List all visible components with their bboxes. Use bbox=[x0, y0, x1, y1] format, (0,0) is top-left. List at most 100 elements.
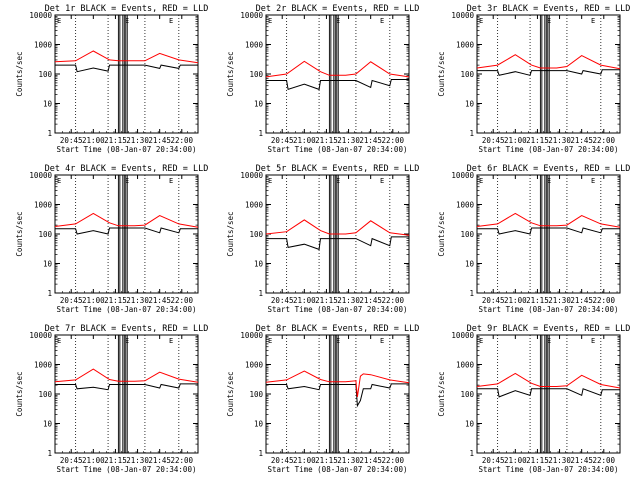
y-tick-label: 10000 bbox=[240, 11, 263, 20]
x-tick-label: 21:30 bbox=[548, 456, 571, 465]
y-tick-label: 10 bbox=[254, 100, 264, 109]
panel-title: Det 6r BLACK = Events, RED = LLD bbox=[467, 164, 631, 174]
x-axis-label: Start Time (08-Jan-07 20:34:00) bbox=[57, 465, 197, 474]
overlay-tick-label: E bbox=[336, 337, 340, 345]
series-line-lld bbox=[476, 212, 621, 228]
x-axis-label: Start Time (08-Jan-07 20:34:00) bbox=[57, 305, 197, 314]
y-tick-label: 10000 bbox=[29, 11, 52, 20]
x-tick-label: 20:45 bbox=[60, 296, 83, 305]
overlay-tick-label: E bbox=[479, 17, 483, 25]
overlay-tick-label: E bbox=[547, 337, 551, 345]
x-tick-label: 21:30 bbox=[548, 296, 571, 305]
y-tick-label: 10000 bbox=[29, 331, 52, 340]
panel-title: Det 9r BLACK = Events, RED = LLD bbox=[467, 324, 631, 334]
overlay-tick-label: E bbox=[479, 177, 483, 185]
y-tick-label: 100 bbox=[249, 390, 263, 399]
x-tick-label: 21:30 bbox=[126, 456, 149, 465]
x-tick-label: 21:00 bbox=[504, 296, 527, 305]
x-tick-label: 21:30 bbox=[337, 456, 360, 465]
panel-title: Det 3r BLACK = Events, RED = LLD bbox=[467, 4, 631, 14]
y-tick-label: 1000 bbox=[245, 201, 264, 210]
y-axis-label: Counts/sec bbox=[226, 371, 235, 416]
x-tick-label: 21:45 bbox=[148, 296, 171, 305]
x-tick-label: 21:45 bbox=[359, 296, 382, 305]
x-tick-label: 21:15 bbox=[315, 296, 338, 305]
x-tick-label: 21:15 bbox=[104, 296, 127, 305]
x-tick-label: 21:15 bbox=[104, 136, 127, 145]
overlay-tick-label: E bbox=[169, 17, 173, 25]
overlay-tick-label: E bbox=[547, 17, 551, 25]
x-tick-label: 22:00 bbox=[381, 456, 404, 465]
panel-det-3: Det 3r BLACK = Events, RED = LLD 1 10 100 10… bbox=[437, 4, 630, 154]
panel-det-1: Det 1r BLACK = Events, RED = LLD 1 10 100 10… bbox=[15, 4, 208, 154]
y-tick-label: 100 bbox=[249, 230, 263, 239]
overlay-tick-label: E bbox=[169, 337, 173, 345]
x-tick-label: 22:00 bbox=[592, 136, 615, 145]
x-tick-label: 21:45 bbox=[570, 456, 593, 465]
x-tick-label: 21:45 bbox=[359, 136, 382, 145]
overlay-tick-label: E bbox=[268, 17, 272, 25]
panel-title: Det 2r BLACK = Events, RED = LLD bbox=[256, 4, 420, 14]
overlay-tick-label: E bbox=[380, 17, 384, 25]
x-tick-label: 22:00 bbox=[381, 136, 404, 145]
panel-title: Det 7r BLACK = Events, RED = LLD bbox=[45, 324, 209, 334]
overlay-tick-label: E bbox=[57, 17, 61, 25]
x-tick-label: 20:45 bbox=[60, 456, 83, 465]
x-tick-label: 21:00 bbox=[82, 136, 105, 145]
overlay-tick-label: E bbox=[336, 17, 340, 25]
x-tick-label: 20:45 bbox=[482, 136, 505, 145]
y-tick-label: 1000 bbox=[34, 361, 53, 370]
y-tick-label: 10000 bbox=[451, 11, 474, 20]
y-axis-label: Counts/sec bbox=[437, 371, 446, 416]
y-tick-label: 1 bbox=[469, 289, 474, 298]
series-line-events bbox=[266, 79, 409, 91]
x-tick-label: 21:15 bbox=[315, 136, 338, 145]
y-tick-label: 1 bbox=[469, 449, 474, 458]
x-axis-label: Start Time (08-Jan-07 20:34:00) bbox=[479, 145, 619, 154]
y-tick-label: 100 bbox=[460, 230, 474, 239]
series-line-lld bbox=[54, 50, 199, 64]
plot-frame bbox=[54, 174, 199, 294]
series-line-lld bbox=[265, 60, 410, 78]
series-line-events bbox=[477, 227, 620, 235]
x-tick-label: 21:45 bbox=[570, 136, 593, 145]
series-line-lld bbox=[265, 370, 410, 397]
y-tick-label: 1 bbox=[258, 289, 263, 298]
x-axis-label: Start Time (08-Jan-07 20:34:00) bbox=[57, 145, 197, 154]
y-tick-label: 1 bbox=[258, 449, 263, 458]
x-axis-label: Start Time (08-Jan-07 20:34:00) bbox=[268, 305, 408, 314]
y-tick-label: 10 bbox=[43, 100, 53, 109]
overlay-tick-label: E bbox=[479, 337, 483, 345]
panel-det-8: Det 8r BLACK = Events, RED = LLD 1 10 100 10… bbox=[226, 324, 419, 474]
overlay-tick-label: E bbox=[57, 177, 61, 185]
x-axis-label: Start Time (08-Jan-07 20:34:00) bbox=[268, 465, 408, 474]
y-axis-label: Counts/sec bbox=[226, 211, 235, 256]
series-line-lld bbox=[265, 219, 410, 236]
x-tick-label: 21:15 bbox=[526, 296, 549, 305]
series-line-events bbox=[55, 383, 198, 391]
panel-det-6: Det 6r BLACK = Events, RED = LLD 1 10 100 10… bbox=[437, 164, 630, 314]
overlay-tick-label: E bbox=[125, 337, 129, 345]
y-tick-label: 10000 bbox=[451, 331, 474, 340]
y-tick-label: 10000 bbox=[240, 171, 263, 180]
x-tick-label: 21:30 bbox=[548, 136, 571, 145]
panel-det-4: Det 4r BLACK = Events, RED = LLD 1 10 100 10… bbox=[15, 164, 208, 314]
y-axis-label: Counts/sec bbox=[15, 51, 24, 96]
x-tick-label: 21:30 bbox=[337, 136, 360, 145]
plot-frame bbox=[54, 334, 199, 454]
x-tick-label: 22:00 bbox=[381, 296, 404, 305]
y-tick-label: 1000 bbox=[34, 41, 53, 50]
y-tick-label: 1000 bbox=[456, 361, 475, 370]
series-line-events bbox=[55, 227, 198, 235]
x-tick-label: 21:45 bbox=[570, 296, 593, 305]
panel-title: Det 5r BLACK = Events, RED = LLD bbox=[256, 164, 420, 174]
panel-det-7: Det 7r BLACK = Events, RED = LLD 1 10 100 10… bbox=[15, 324, 208, 474]
y-tick-label: 100 bbox=[460, 390, 474, 399]
overlay-tick-label: E bbox=[268, 177, 272, 185]
x-tick-label: 22:00 bbox=[170, 456, 193, 465]
overlay-tick-label: E bbox=[57, 337, 61, 345]
overlay-tick-label: E bbox=[591, 337, 595, 345]
y-tick-label: 1 bbox=[47, 129, 52, 138]
